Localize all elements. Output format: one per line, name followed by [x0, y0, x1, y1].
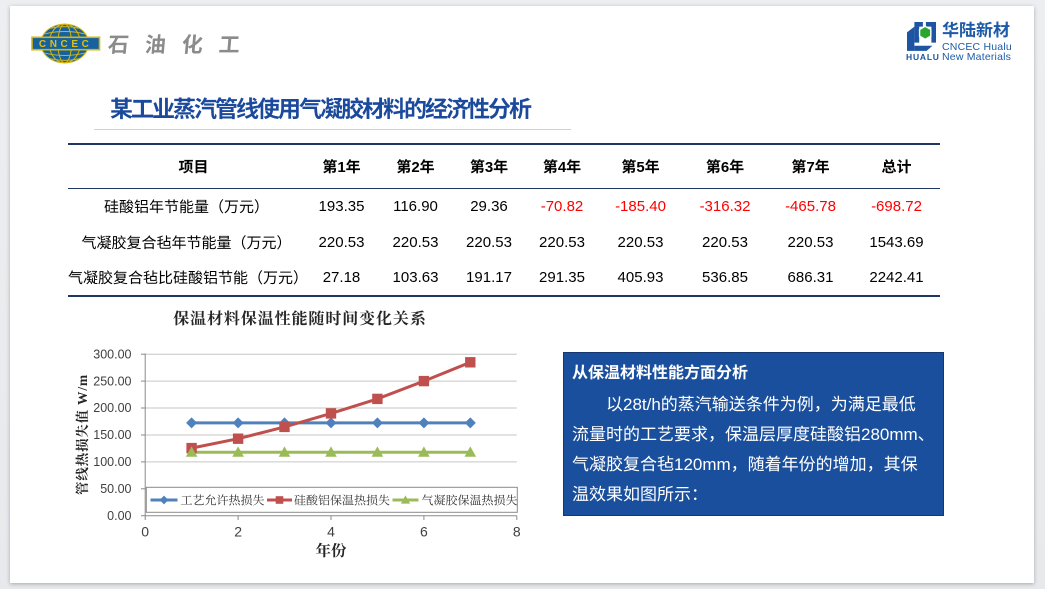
svg-text:气凝胶保温热损失: 气凝胶保温热损失 — [422, 494, 518, 508]
svg-text:2: 2 — [234, 524, 242, 540]
svg-text:50.00: 50.00 — [100, 482, 131, 496]
svg-text:150.00: 150.00 — [93, 428, 131, 442]
svg-text:4: 4 — [327, 524, 335, 540]
svg-text:200.00: 200.00 — [93, 401, 131, 415]
svg-text:CNCEC: CNCEC — [39, 39, 93, 50]
svg-text:硅酸铝保温热损失: 硅酸铝保温热损失 — [294, 494, 390, 508]
svg-text:6: 6 — [420, 524, 428, 540]
svg-text:0: 0 — [141, 524, 149, 540]
svg-text:300.00: 300.00 — [93, 347, 131, 361]
svg-text:250.00: 250.00 — [93, 374, 131, 388]
svg-text:年份: 年份 — [315, 542, 347, 560]
svg-text:100.00: 100.00 — [93, 455, 131, 469]
svg-text:保温材料保温性能随时间变化关系: 保温材料保温性能随时间变化关系 — [173, 310, 427, 328]
svg-text:0.00: 0.00 — [107, 509, 131, 523]
svg-text:工艺允许热损失: 工艺允许热损失 — [181, 494, 265, 508]
svg-text:管线热损失值 W/m: 管线热损失值 W/m — [75, 374, 90, 495]
svg-text:8: 8 — [513, 524, 521, 540]
